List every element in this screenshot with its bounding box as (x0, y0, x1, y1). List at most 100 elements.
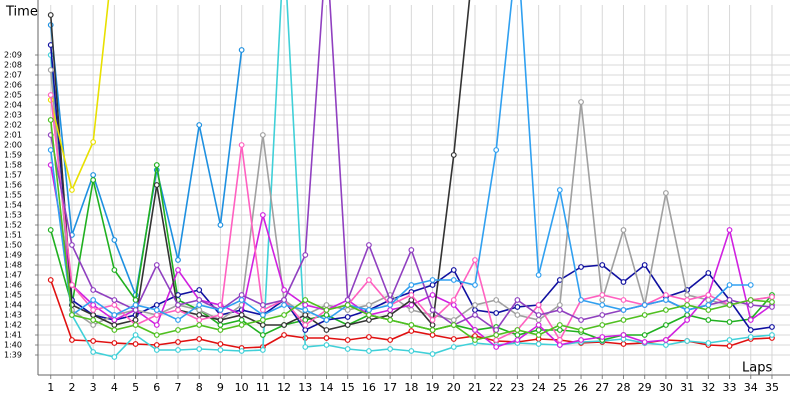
point (684, 317, 691, 323)
x-tick-label: 32 (701, 381, 715, 394)
x-tick-label: 12 (277, 381, 291, 394)
x-tick-label: 18 (404, 381, 418, 394)
point (429, 292, 436, 298)
point (175, 257, 181, 263)
point (323, 335, 330, 341)
point (663, 307, 669, 313)
point (90, 317, 97, 323)
point (535, 322, 542, 328)
x-tick-label: 35 (765, 381, 779, 394)
point (578, 264, 584, 270)
x-tick-label: 25 (553, 381, 567, 394)
point (705, 292, 712, 298)
point (514, 312, 521, 318)
point (259, 212, 266, 218)
point (259, 132, 266, 138)
point (281, 287, 287, 293)
point (238, 348, 245, 354)
point (408, 322, 415, 328)
y-tick-label: 1:53 (4, 211, 22, 220)
point (132, 307, 139, 313)
point (493, 297, 500, 303)
point (323, 307, 330, 313)
point (323, 302, 330, 308)
point (153, 332, 160, 338)
point (450, 302, 457, 308)
point (175, 307, 181, 313)
x-tick-label: 27 (595, 381, 609, 394)
point (556, 327, 563, 333)
point (663, 322, 669, 328)
x-tick-label: 34 (744, 381, 758, 394)
point (47, 67, 54, 73)
point (281, 297, 287, 303)
point (620, 297, 627, 303)
point (175, 317, 181, 323)
x-tick-label: 3 (90, 381, 97, 394)
point (620, 307, 627, 313)
point (259, 347, 266, 353)
point (196, 307, 203, 313)
point (599, 262, 606, 268)
y-tick-label: 1:45 (4, 291, 22, 300)
point (493, 344, 500, 350)
x-tick-label: 15 (341, 381, 355, 394)
point (90, 338, 97, 344)
y-tick-label: 1:39 (4, 351, 22, 360)
y-tick-label: 2:03 (4, 111, 22, 120)
point (684, 297, 691, 303)
point (281, 302, 287, 308)
point (302, 252, 309, 258)
point (663, 337, 669, 343)
point (196, 346, 203, 352)
point (769, 304, 775, 310)
y-tick-label: 2:09 (4, 51, 22, 60)
point (726, 319, 733, 325)
point (578, 337, 584, 343)
point (366, 348, 372, 354)
point (366, 242, 372, 248)
point (493, 327, 500, 333)
point (132, 297, 139, 303)
point (578, 327, 584, 333)
point (726, 337, 733, 343)
y-tick-label: 2:01 (4, 131, 22, 140)
point (747, 317, 754, 323)
point (302, 302, 309, 308)
y-tick-label: 1:58 (4, 161, 22, 170)
point (281, 332, 287, 338)
point (472, 302, 478, 308)
point (747, 334, 754, 340)
point (578, 317, 584, 323)
point (472, 257, 478, 263)
point (153, 322, 160, 328)
point (344, 322, 351, 328)
point (366, 334, 372, 340)
point (323, 312, 330, 318)
point (47, 147, 54, 153)
point (69, 242, 75, 248)
point (111, 354, 118, 360)
point (387, 337, 394, 343)
y-tick-label: 1:50 (4, 241, 22, 250)
point (556, 342, 563, 348)
point (514, 297, 521, 303)
point (302, 344, 309, 350)
point (408, 297, 415, 303)
y-tick-label: 2:00 (4, 141, 22, 150)
point (472, 312, 478, 318)
point (620, 332, 627, 338)
y-tick-label: 1:51 (4, 231, 22, 240)
point (153, 342, 160, 348)
point (514, 332, 521, 338)
point (90, 177, 97, 183)
y-tick-label: 1:56 (4, 181, 22, 190)
x-tick-label: 28 (616, 381, 630, 394)
point (705, 317, 712, 323)
point (259, 307, 266, 313)
point (535, 332, 542, 338)
point (238, 297, 245, 303)
point (429, 277, 436, 283)
point (153, 347, 160, 353)
